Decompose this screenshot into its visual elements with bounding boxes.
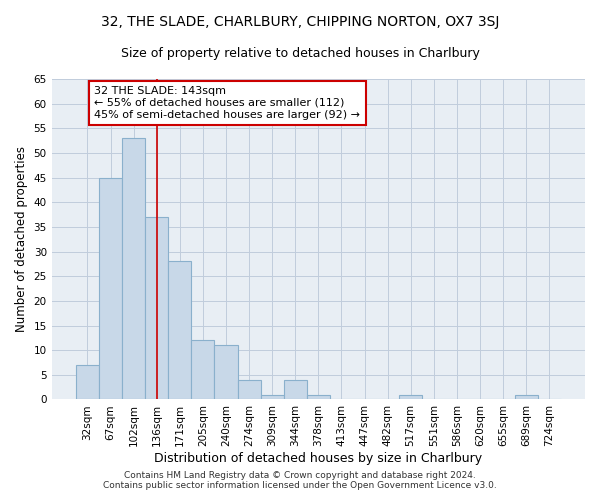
- Bar: [168, 262, 191, 400]
- Bar: [122, 138, 145, 400]
- X-axis label: Distribution of detached houses by size in Charlbury: Distribution of detached houses by size …: [154, 452, 482, 465]
- Bar: [145, 217, 168, 400]
- Bar: [99, 178, 122, 400]
- Bar: [284, 380, 307, 400]
- Text: Size of property relative to detached houses in Charlbury: Size of property relative to detached ho…: [121, 48, 479, 60]
- Text: Contains HM Land Registry data © Crown copyright and database right 2024.
Contai: Contains HM Land Registry data © Crown c…: [103, 470, 497, 490]
- Bar: [76, 365, 99, 400]
- Text: 32 THE SLADE: 143sqm
← 55% of detached houses are smaller (112)
45% of semi-deta: 32 THE SLADE: 143sqm ← 55% of detached h…: [94, 86, 361, 120]
- Y-axis label: Number of detached properties: Number of detached properties: [15, 146, 28, 332]
- Bar: [214, 345, 238, 400]
- Bar: [260, 394, 284, 400]
- Text: 32, THE SLADE, CHARLBURY, CHIPPING NORTON, OX7 3SJ: 32, THE SLADE, CHARLBURY, CHIPPING NORTO…: [101, 15, 499, 29]
- Bar: [307, 394, 330, 400]
- Bar: [399, 394, 422, 400]
- Bar: [191, 340, 214, 400]
- Bar: [515, 394, 538, 400]
- Bar: [238, 380, 260, 400]
